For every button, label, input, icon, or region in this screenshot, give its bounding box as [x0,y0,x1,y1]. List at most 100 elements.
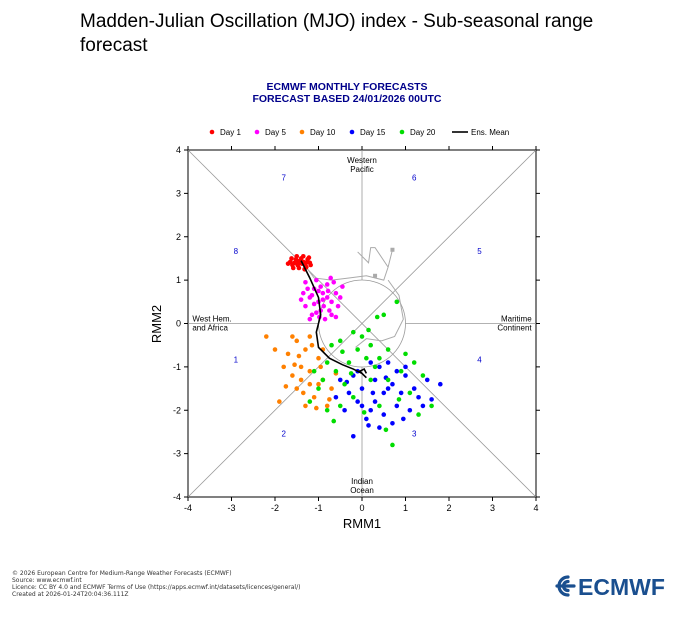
data-point [390,442,395,448]
data-point [337,295,343,300]
phase-number: 1 [234,356,239,365]
data-point [361,410,367,415]
data-point [348,371,354,376]
region-label-line1: Western [347,156,377,165]
legend-marker [349,129,355,135]
data-point [337,377,343,383]
chart-legend: Day 1 Day 5 Day 10 Day 15 Day 20 Ens. Mean [209,128,509,137]
region-label: West Hem.and Africa [192,314,231,332]
data-point [403,364,408,370]
page-title: Madden-Julian Oscillation (MJO) index - … [80,11,594,56]
data-point [303,403,308,409]
data-point [324,360,330,365]
region-label-line2: Ocean [350,486,374,495]
data-point [264,334,269,339]
data-point [324,403,330,409]
data-point [346,390,352,396]
data-point [329,342,334,348]
data-point [416,412,421,417]
data-point [429,397,434,402]
data-point [351,433,356,439]
data-point [327,308,332,313]
data-point [420,373,426,378]
data-point [346,360,352,365]
data-point [303,279,308,285]
data-point [342,407,347,413]
region-label-line2: Continent [497,323,532,332]
data-point [295,262,300,268]
y-tick-label: 0 [176,319,181,329]
data-point [298,377,304,383]
data-point [368,407,374,413]
data-point [377,425,382,430]
data-point [321,303,327,309]
data-point [416,394,421,400]
data-point [403,373,408,378]
data-point [383,427,389,433]
data-point [324,295,330,300]
data-point [289,256,294,261]
data-point [364,416,369,422]
data-point [304,259,310,265]
x-tick-label: -3 [227,503,235,513]
x-tick-label: -1 [314,503,322,513]
phase-number: 8 [234,247,239,256]
data-point [277,399,282,404]
data-point [407,390,413,396]
data-point [314,277,319,283]
footer-copyright: © 2026 European Centre for Medium-Range … [12,570,232,577]
data-point [331,279,337,285]
data-point [290,373,295,378]
data-point [320,297,326,302]
data-point [333,314,339,320]
diagonal-line [187,149,537,498]
data-point [300,253,306,259]
data-point [359,386,365,391]
phase-number: 6 [412,173,417,182]
data-point [328,275,333,281]
y-tick-label: 1 [176,275,181,285]
data-point [333,368,339,374]
x-tick-label: 4 [533,503,538,513]
data-point [377,364,382,370]
data-point [290,265,296,271]
data-point [306,255,312,260]
data-point [318,364,323,370]
data-point [381,390,387,396]
data-point [298,297,304,302]
data-point [381,312,387,318]
data-point [316,381,321,387]
data-point [364,355,369,361]
data-point [385,377,391,383]
plot-area: -4 -3 -2 -1 0 1 2 3 4 4 3 2 1 0 -1 -2 -3 -4 WesternPacific… [173,145,540,513]
analysis-marker [373,273,378,278]
legend-label: Day 5 [265,128,286,137]
data-point [324,282,330,287]
data-point [372,364,378,370]
data-point [322,316,328,322]
data-point [294,386,300,391]
data-point [355,347,360,352]
data-point [377,403,382,409]
region-label-line1: Indian [351,477,373,486]
x-axis-label: RMM1 [343,516,381,531]
data-point [394,403,400,409]
data-point [314,405,319,411]
data-point [429,403,434,409]
data-point [372,399,378,404]
data-point [366,327,371,333]
data-point [316,386,321,391]
data-point [394,368,400,374]
legend-label: Day 20 [410,128,436,137]
y-axis-label: RMM2 [149,305,164,343]
analysis-track [300,249,393,281]
x-tick-label: -4 [184,503,192,513]
data-point [309,342,315,348]
legend-marker [254,129,260,135]
data-point [424,377,430,383]
data-point [381,412,387,417]
data-point [281,364,287,370]
y-tick-label: -3 [173,449,181,459]
